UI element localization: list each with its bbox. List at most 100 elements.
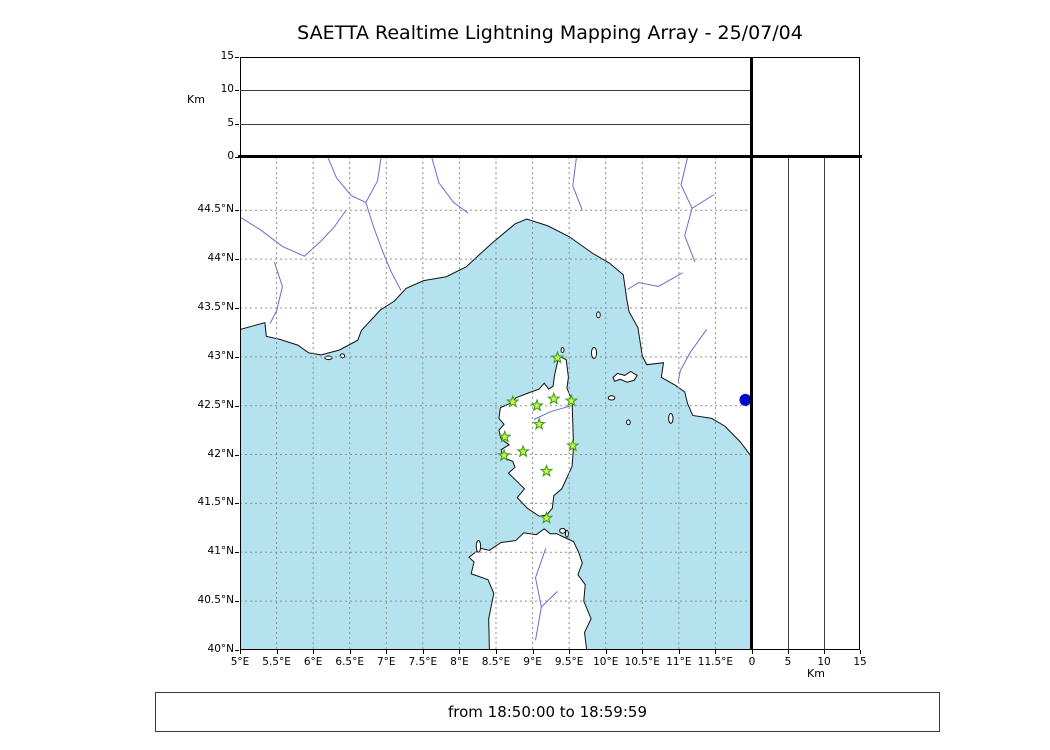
altitude-tick-mark-top (235, 90, 239, 92)
lma-station-marker (516, 444, 530, 458)
lon-tick-mark (678, 650, 680, 654)
giraglia-island (561, 348, 564, 353)
altitude-vs-longitude-panel (240, 57, 752, 157)
maddalena-island (560, 528, 566, 533)
lon-tick-label: 6°E (303, 656, 323, 668)
lat-tick-mark (235, 259, 239, 261)
lon-tick-mark (605, 650, 607, 654)
altitude-tick-label-right: 0 (748, 656, 756, 668)
mainland-coastline (240, 157, 752, 457)
lma-station-marker (505, 394, 520, 408)
lon-tick-label: 10°E (593, 656, 619, 668)
figure-title: SAETTA Realtime Lightning Mapping Array … (297, 22, 803, 44)
lat-tick-mark (235, 650, 239, 651)
lon-tick-mark (313, 650, 315, 654)
lma-station-marker (497, 448, 511, 462)
lma-station-marker (539, 463, 554, 477)
river-var (366, 157, 401, 290)
right-panel-altitude-axis-label: Km (807, 667, 825, 680)
altitude-tick-label-top: 15 (220, 50, 234, 62)
lat-tick-label: 43.5°N (197, 300, 234, 313)
lon-tick-label: 7°E (376, 656, 396, 668)
montecristo-island (627, 420, 631, 425)
panel-divider-vertical (750, 57, 753, 650)
lat-tick-label: 40.5°N (197, 594, 234, 607)
river-durance (240, 210, 346, 256)
river-arno (628, 273, 683, 290)
elba-island (613, 371, 637, 382)
lon-tick-mark (715, 650, 717, 654)
river-ombrone (678, 329, 707, 382)
altitude-tick-mark-right (824, 650, 825, 654)
capraia-island (591, 348, 596, 359)
altitude-tick-mark-right (752, 650, 753, 654)
river-reno-branch (692, 195, 714, 209)
lon-tick-mark (349, 650, 351, 654)
lightning-source-dot (739, 393, 752, 406)
lon-tick-label: 7.5°E (408, 656, 438, 668)
river-tirso (535, 548, 545, 640)
map-points (497, 350, 752, 524)
pianosa-island (608, 396, 615, 400)
lat-tick-mark (235, 405, 239, 407)
lat-tick-label: 43°N (207, 349, 234, 362)
asinara-island (476, 541, 480, 553)
lon-tick-mark (532, 650, 534, 654)
altitude-tick-label-right: 15 (853, 656, 867, 668)
plan-view-map-panel (240, 157, 752, 650)
lon-tick-mark (386, 650, 388, 654)
lat-tick-label: 41.5°N (197, 496, 234, 509)
lon-tick-mark (569, 650, 571, 654)
lon-tick-label: 11°E (666, 656, 692, 668)
time-range-box: from 18:50:00 to 18:59:59 (155, 692, 940, 732)
top-panel-altitude-axis-label: Km (187, 93, 205, 106)
altitude-scale-panel (752, 57, 860, 157)
lon-tick-mark (240, 650, 241, 654)
altitude-vs-latitude-panel (752, 157, 860, 650)
lon-tick-label: 10.5°E (624, 656, 660, 668)
lat-tick-mark (235, 552, 239, 554)
lon-tick-label: 5.5°E (262, 656, 291, 668)
lma-station-marker (565, 438, 580, 452)
lon-tick-label: 6.5°E (335, 656, 364, 668)
lon-tick-label: 5°E (230, 656, 250, 668)
map-canvas (240, 157, 752, 650)
caprera-island (565, 530, 568, 537)
lat-tick-label: 44.5°N (197, 203, 234, 216)
lma-station-marker (530, 398, 544, 412)
panel-divider-horizontal (238, 155, 862, 158)
lon-tick-label: 9.5°E (554, 656, 584, 668)
lat-tick-label: 41°N (207, 545, 234, 558)
river-tanaro (432, 157, 469, 213)
lon-tick-label: 8°E (450, 656, 469, 668)
lat-tick-label: 42.5°N (197, 398, 234, 411)
altitude-tick-label-top: 5 (227, 116, 234, 129)
lon-tick-mark (422, 650, 424, 654)
lon-tick-mark (459, 650, 461, 654)
lat-tick-label: 44°N (207, 252, 234, 265)
lma-station-marker (497, 429, 512, 443)
altitude-tick-label-right: 5 (784, 656, 792, 668)
giglio-island (669, 414, 673, 424)
lat-tick-mark (235, 503, 239, 505)
lat-tick-mark (235, 210, 239, 212)
lon-tick-label: 9°E (523, 656, 542, 668)
map-graticule (240, 157, 752, 650)
lon-tick-mark (496, 650, 497, 654)
lat-tick-label: 42°N (207, 447, 234, 460)
lma-station-marker (539, 510, 554, 524)
lat-tick-mark (235, 601, 239, 603)
altitude-tick-mark-right (788, 650, 789, 654)
river-alps-tributary (328, 157, 366, 202)
river-tirso-branch (541, 591, 557, 607)
lon-tick-label: 11.5°E (697, 656, 734, 668)
river-trebbia (573, 157, 583, 210)
lma-station-marker (550, 350, 565, 364)
altitude-tick-mark-top (235, 57, 239, 58)
lon-tick-label: 8.5°E (481, 656, 511, 668)
river-golo (534, 406, 571, 420)
altitude-tick-mark-top (235, 123, 239, 125)
lat-tick-label: 40°N (207, 643, 234, 655)
time-range-text: from 18:50:00 to 18:59:59 (447, 703, 647, 721)
lon-tick-mark (642, 650, 644, 654)
